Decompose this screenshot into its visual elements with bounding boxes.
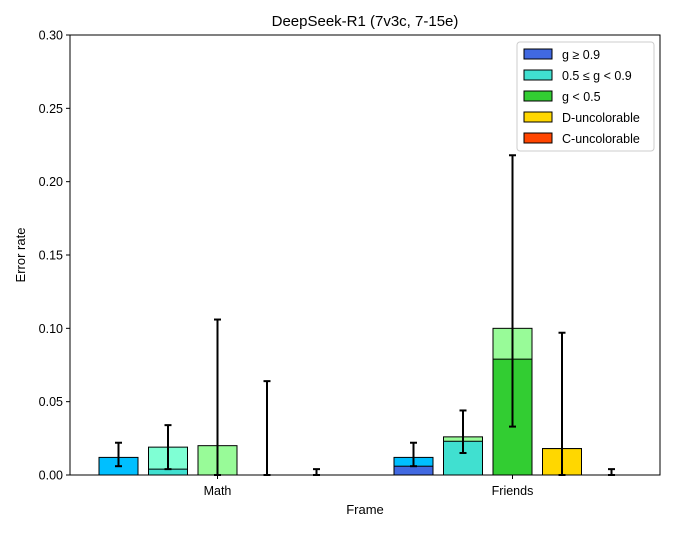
y-axis-label: Error rate	[13, 228, 28, 283]
legend-label: D-uncolorable	[562, 111, 640, 125]
y-tick-label: 0.10	[39, 322, 63, 336]
y-tick-label: 0.30	[39, 29, 63, 43]
legend-frame	[516, 41, 655, 152]
x-axis: Math Friends	[204, 475, 534, 498]
y-axis: 0.00 0.05 0.10 0.15 0.20 0.25 0.30	[39, 29, 70, 483]
legend: g ≥ 0.9 0.5 ≤ g < 0.9 g < 0.5 D-uncolorable…	[516, 41, 655, 152]
y-tick-label: 0.20	[39, 175, 63, 189]
legend-swatch	[523, 111, 553, 123]
legend-swatch	[523, 48, 553, 60]
legend-swatch	[523, 69, 553, 81]
y-tick-label: 0.25	[39, 102, 63, 116]
legend-swatch	[523, 132, 553, 144]
bar-inner	[393, 465, 434, 476]
legend-label: g ≥ 0.9	[562, 48, 600, 62]
y-tick-label: 0.15	[39, 249, 63, 263]
legend-label: 0.5 ≤ g < 0.9	[562, 69, 632, 83]
plot-area	[98, 154, 631, 476]
legend-swatch	[523, 90, 553, 102]
x-tick-label: Friends	[492, 484, 534, 498]
legend-label: g < 0.5	[562, 90, 601, 104]
chart-title: DeepSeek-R1 (7v3c, 7-15e)	[272, 13, 459, 30]
y-tick-label: 0.00	[39, 469, 63, 483]
x-axis-label: Frame	[346, 502, 384, 517]
legend-label: C-uncolorable	[562, 132, 640, 146]
x-tick-label: Math	[204, 484, 232, 498]
y-tick-label: 0.05	[39, 395, 63, 409]
